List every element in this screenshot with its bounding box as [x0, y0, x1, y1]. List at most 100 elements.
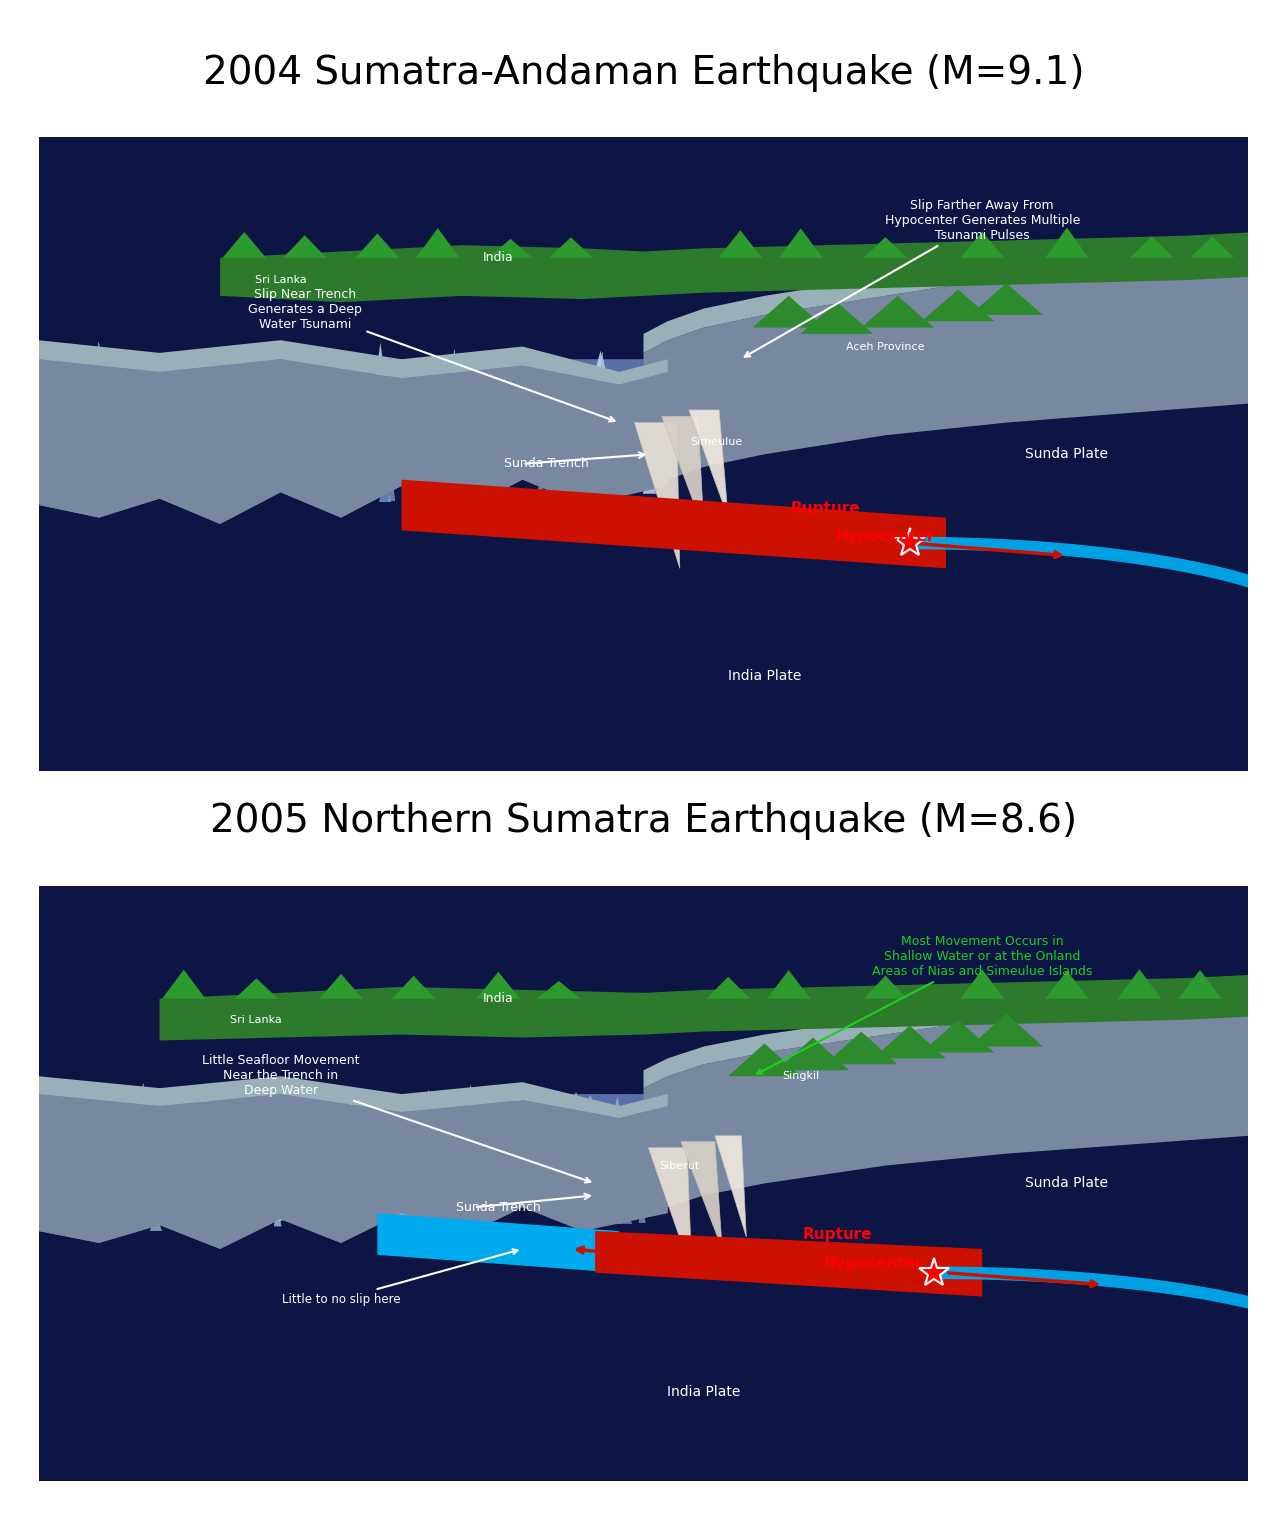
Polygon shape [601, 1176, 606, 1194]
Text: Sunda Trench: Sunda Trench [456, 1200, 541, 1214]
Polygon shape [85, 1139, 98, 1165]
Polygon shape [553, 1109, 565, 1119]
Polygon shape [485, 1156, 494, 1185]
Text: Siberut: Siberut [660, 1161, 700, 1171]
Text: Singkil: Singkil [782, 1072, 820, 1081]
Polygon shape [221, 461, 232, 470]
Polygon shape [767, 970, 811, 999]
Polygon shape [372, 446, 380, 475]
Polygon shape [591, 443, 601, 476]
Polygon shape [323, 1107, 333, 1136]
Polygon shape [220, 1096, 229, 1124]
Polygon shape [416, 228, 459, 258]
Polygon shape [542, 464, 555, 484]
Polygon shape [602, 1121, 609, 1153]
Polygon shape [559, 470, 570, 499]
Polygon shape [516, 432, 521, 455]
Polygon shape [255, 1161, 268, 1180]
Polygon shape [389, 425, 404, 449]
Polygon shape [402, 479, 946, 568]
Polygon shape [573, 371, 583, 389]
Polygon shape [493, 357, 501, 388]
Polygon shape [409, 399, 422, 423]
Polygon shape [779, 229, 822, 258]
Polygon shape [461, 1145, 470, 1159]
Polygon shape [593, 443, 600, 473]
Polygon shape [389, 476, 395, 501]
Polygon shape [283, 235, 327, 258]
Polygon shape [39, 359, 668, 524]
Polygon shape [347, 1092, 356, 1112]
Text: Sunda Plate: Sunda Plate [1026, 1176, 1108, 1191]
Polygon shape [525, 454, 539, 464]
Polygon shape [355, 234, 399, 258]
Polygon shape [445, 1173, 458, 1190]
Polygon shape [40, 1186, 51, 1200]
Polygon shape [556, 357, 564, 392]
Polygon shape [287, 417, 297, 438]
Polygon shape [108, 1113, 113, 1130]
Polygon shape [638, 1205, 645, 1223]
Polygon shape [414, 418, 425, 443]
Polygon shape [297, 380, 304, 397]
Polygon shape [649, 1148, 692, 1272]
Polygon shape [489, 1106, 495, 1133]
Polygon shape [452, 374, 466, 403]
Polygon shape [524, 1176, 535, 1196]
Polygon shape [616, 1162, 629, 1177]
Polygon shape [479, 1092, 488, 1119]
Polygon shape [416, 1193, 426, 1215]
Polygon shape [243, 400, 255, 434]
Polygon shape [1190, 237, 1234, 258]
Polygon shape [620, 455, 633, 484]
Polygon shape [273, 446, 279, 470]
Text: Sunda Plate: Sunda Plate [1026, 447, 1108, 461]
Polygon shape [223, 232, 266, 258]
Polygon shape [286, 447, 297, 464]
Polygon shape [167, 1124, 176, 1151]
Polygon shape [970, 1014, 1042, 1046]
Polygon shape [314, 426, 319, 440]
Polygon shape [49, 446, 60, 473]
Polygon shape [342, 1219, 356, 1228]
Polygon shape [565, 1191, 571, 1203]
Text: 2005 Northern Sumatra Earthquake (M=8.6): 2005 Northern Sumatra Earthquake (M=8.6) [210, 802, 1077, 840]
Polygon shape [641, 421, 650, 449]
Polygon shape [541, 376, 553, 409]
Polygon shape [277, 440, 287, 450]
Polygon shape [611, 1145, 619, 1170]
Polygon shape [438, 437, 447, 469]
Polygon shape [457, 463, 463, 476]
Polygon shape [421, 1090, 436, 1121]
Polygon shape [596, 1159, 611, 1180]
Polygon shape [629, 1144, 634, 1154]
Polygon shape [458, 466, 463, 476]
Polygon shape [86, 444, 93, 458]
Polygon shape [138, 1205, 148, 1217]
Polygon shape [377, 1212, 619, 1272]
Text: Little to no slip here: Little to no slip here [282, 1249, 517, 1306]
Polygon shape [681, 1142, 722, 1249]
Polygon shape [644, 1005, 1248, 1212]
Polygon shape [533, 360, 541, 383]
Polygon shape [211, 438, 221, 454]
Text: Hypocenter: Hypocenter [824, 1257, 923, 1272]
Polygon shape [400, 438, 412, 464]
Polygon shape [570, 455, 578, 475]
Polygon shape [570, 1092, 582, 1107]
Polygon shape [39, 359, 668, 524]
Polygon shape [163, 1113, 171, 1138]
Polygon shape [138, 1084, 149, 1109]
Polygon shape [145, 1112, 158, 1125]
Polygon shape [201, 426, 214, 449]
Polygon shape [106, 1110, 116, 1125]
Polygon shape [208, 386, 223, 418]
Polygon shape [153, 481, 167, 498]
Polygon shape [600, 353, 606, 383]
Polygon shape [588, 388, 600, 423]
Text: Sri Lanka: Sri Lanka [255, 275, 306, 286]
Polygon shape [864, 976, 907, 999]
Polygon shape [391, 976, 435, 999]
Polygon shape [386, 1199, 391, 1211]
Polygon shape [224, 1122, 237, 1141]
